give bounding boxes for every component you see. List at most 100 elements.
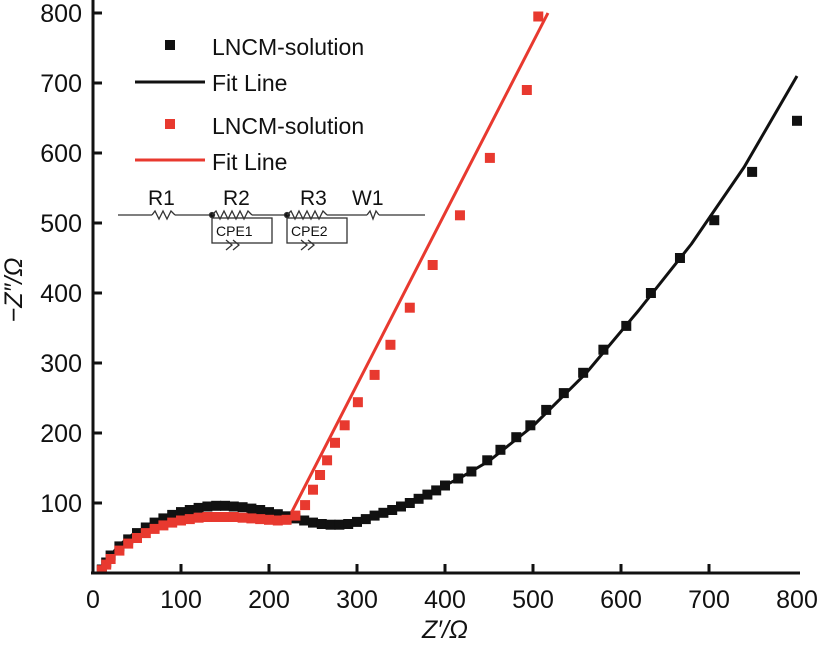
data-point-series-2: [114, 545, 125, 556]
data-point-series-0: [140, 522, 151, 533]
data-point-series-0: [237, 502, 248, 513]
fit-line-series-3: [100, 12, 550, 573]
data-point-series-0: [541, 404, 552, 415]
y-tick-label: 800: [40, 0, 82, 28]
data-point-series-2: [246, 513, 257, 524]
data-point-series-0: [422, 489, 433, 500]
y-tick-label: 300: [40, 350, 82, 378]
data-point-series-2: [264, 514, 274, 525]
x-tick-label: 800: [776, 586, 818, 614]
data-point-series-0: [413, 493, 424, 504]
data-point-series-2: [290, 510, 301, 521]
x-tick-label: 0: [86, 586, 100, 614]
data-point-series-0: [184, 505, 195, 515]
data-point-series-0: [387, 505, 398, 515]
data-point-series-2: [140, 528, 151, 539]
data-point-series-0: [378, 507, 389, 518]
data-point-series-2: [167, 517, 178, 528]
data-point-series-0: [525, 420, 536, 431]
data-point-series-2: [202, 512, 213, 522]
x-tick-label: 100: [160, 586, 202, 614]
x-axis-label: Z′/Ω: [421, 616, 468, 642]
data-point-series-0: [343, 519, 354, 529]
data-point-series-0: [645, 288, 656, 298]
data-point-series-0: [453, 473, 464, 484]
x-tick-label: 200: [248, 586, 290, 614]
circuit-label-cpe1: CPE1: [216, 223, 253, 239]
axes: [91, 0, 800, 575]
data-point-series-0: [228, 501, 239, 512]
data-point-series-2: [300, 500, 311, 511]
legend-marker-red-points: [165, 119, 175, 129]
axis-ticks: 0 100 200 300 400 500 600 700 800 100 200 300 400 500…: [40, 0, 818, 614]
data-point-series-0: [674, 253, 685, 263]
data-point-series-2: [101, 559, 112, 570]
legend-label-1: LNCM-solution: [212, 34, 364, 60]
y-tick-label: 700: [40, 70, 82, 98]
data-point-series-2: [533, 11, 544, 22]
x-tick-label: 600: [600, 586, 642, 614]
data-point-series-0: [158, 513, 169, 524]
circuit-label-cpe2: CPE2: [291, 223, 328, 239]
data-point-series-0: [747, 166, 758, 177]
legend-marker-black-points: [165, 40, 175, 50]
data-point-series-2: [255, 514, 266, 525]
data-point-series-2: [281, 514, 292, 525]
data-point-series-2: [132, 533, 142, 543]
data-point-series-2: [322, 455, 333, 466]
data-point-series-0: [709, 215, 720, 226]
data-point-series-0: [621, 320, 632, 331]
data-point-series-0: [598, 344, 609, 355]
data-point-series-2: [272, 515, 283, 526]
data-point-series-2: [484, 152, 495, 163]
plot-area: [96, 11, 802, 573]
data-point-series-0: [396, 501, 406, 512]
data-point-series-0: [149, 517, 160, 528]
data-point-series-2: [404, 302, 415, 313]
data-point-series-2: [123, 538, 134, 549]
data-point-series-0: [431, 485, 442, 496]
x-tick-label: 500: [512, 586, 554, 614]
legend-label-3: LNCM-solution: [212, 113, 364, 139]
data-point-series-0: [193, 502, 204, 513]
x-tick-label: 700: [688, 586, 730, 614]
y-tick-label: 500: [40, 210, 82, 238]
data-point-series-0: [202, 501, 213, 512]
data-point-series-2: [220, 512, 230, 522]
data-point-series-0: [316, 519, 327, 529]
data-point-series-0: [440, 480, 450, 491]
data-point-series-0: [246, 503, 257, 514]
circuit-label-r3: R3: [300, 187, 327, 210]
data-point-series-2: [228, 512, 239, 522]
legend-label-4: Fit Line: [212, 149, 287, 175]
data-point-series-2: [352, 397, 363, 408]
data-point-series-0: [264, 507, 274, 518]
data-point-series-0: [578, 367, 589, 378]
data-point-series-2: [427, 260, 438, 270]
data-point-series-0: [482, 455, 493, 466]
data-point-series-0: [792, 115, 802, 126]
equivalent-circuit: [118, 209, 425, 251]
data-point-series-2: [308, 484, 318, 495]
y-tick-label: 100: [40, 490, 82, 518]
data-point-series-0: [360, 514, 371, 525]
y-tick-label: 200: [40, 420, 82, 448]
data-point-series-0: [220, 500, 230, 511]
y-axis-label: −Z″/Ω: [0, 258, 28, 323]
data-point-series-0: [272, 509, 283, 520]
data-point-series-2: [237, 512, 248, 523]
data-point-series-2: [149, 523, 160, 534]
y-tick-label: 600: [40, 140, 82, 168]
data-point-series-2: [521, 85, 532, 95]
circuit-label-w1: W1: [352, 187, 384, 210]
data-point-series-0: [511, 432, 522, 443]
data-point-series-0: [404, 498, 415, 508]
data-point-series-0: [211, 500, 222, 511]
y-tick-label: 400: [40, 280, 82, 308]
data-point-series-0: [299, 515, 310, 526]
data-point-series-0: [369, 510, 380, 521]
fit-line-series-1: [100, 75, 799, 573]
data-point-series-2: [454, 210, 465, 221]
data-point-series-0: [558, 388, 569, 399]
data-point-series-2: [176, 515, 186, 526]
